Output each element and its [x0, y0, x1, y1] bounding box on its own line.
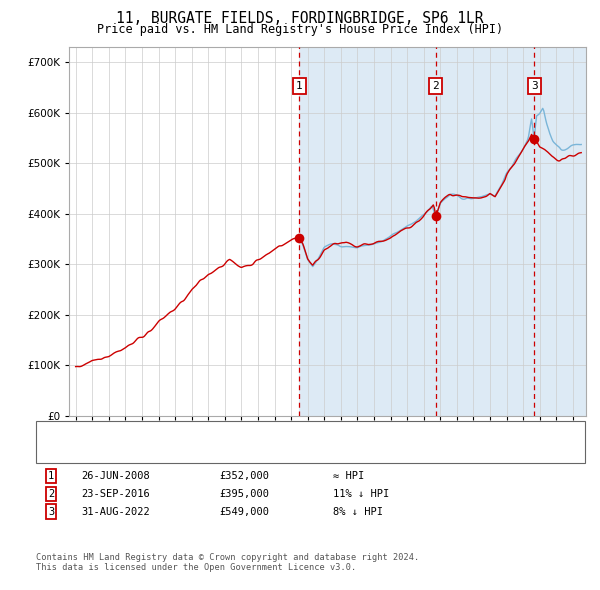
Text: 26-JUN-2008: 26-JUN-2008 [81, 471, 150, 481]
Text: 1: 1 [296, 81, 302, 91]
Text: Contains HM Land Registry data © Crown copyright and database right 2024.: Contains HM Land Registry data © Crown c… [36, 553, 419, 562]
Text: 3: 3 [48, 507, 54, 516]
Text: £395,000: £395,000 [219, 489, 269, 499]
Text: 31-AUG-2022: 31-AUG-2022 [81, 507, 150, 516]
Bar [299, 47, 600, 416]
Text: 11, BURGATE FIELDS, FORDINGBRIDGE, SP6 1LR (detached house): 11, BURGATE FIELDS, FORDINGBRIDGE, SP6 1… [78, 430, 432, 439]
Text: £549,000: £549,000 [219, 507, 269, 516]
Text: £352,000: £352,000 [219, 471, 269, 481]
Text: 3: 3 [531, 81, 538, 91]
Text: Price paid vs. HM Land Registry's House Price Index (HPI): Price paid vs. HM Land Registry's House … [97, 23, 503, 36]
Text: 23-SEP-2016: 23-SEP-2016 [81, 489, 150, 499]
Text: ≈ HPI: ≈ HPI [333, 471, 364, 481]
Text: 8% ↓ HPI: 8% ↓ HPI [333, 507, 383, 516]
Text: This data is licensed under the Open Government Licence v3.0.: This data is licensed under the Open Gov… [36, 563, 356, 572]
Text: 1: 1 [48, 471, 54, 481]
Text: 2: 2 [48, 489, 54, 499]
Text: 11% ↓ HPI: 11% ↓ HPI [333, 489, 389, 499]
Text: HPI: Average price, detached house, New Forest: HPI: Average price, detached house, New … [78, 447, 354, 457]
Text: 11, BURGATE FIELDS, FORDINGBRIDGE, SP6 1LR: 11, BURGATE FIELDS, FORDINGBRIDGE, SP6 1… [116, 11, 484, 27]
Text: 2: 2 [433, 81, 439, 91]
